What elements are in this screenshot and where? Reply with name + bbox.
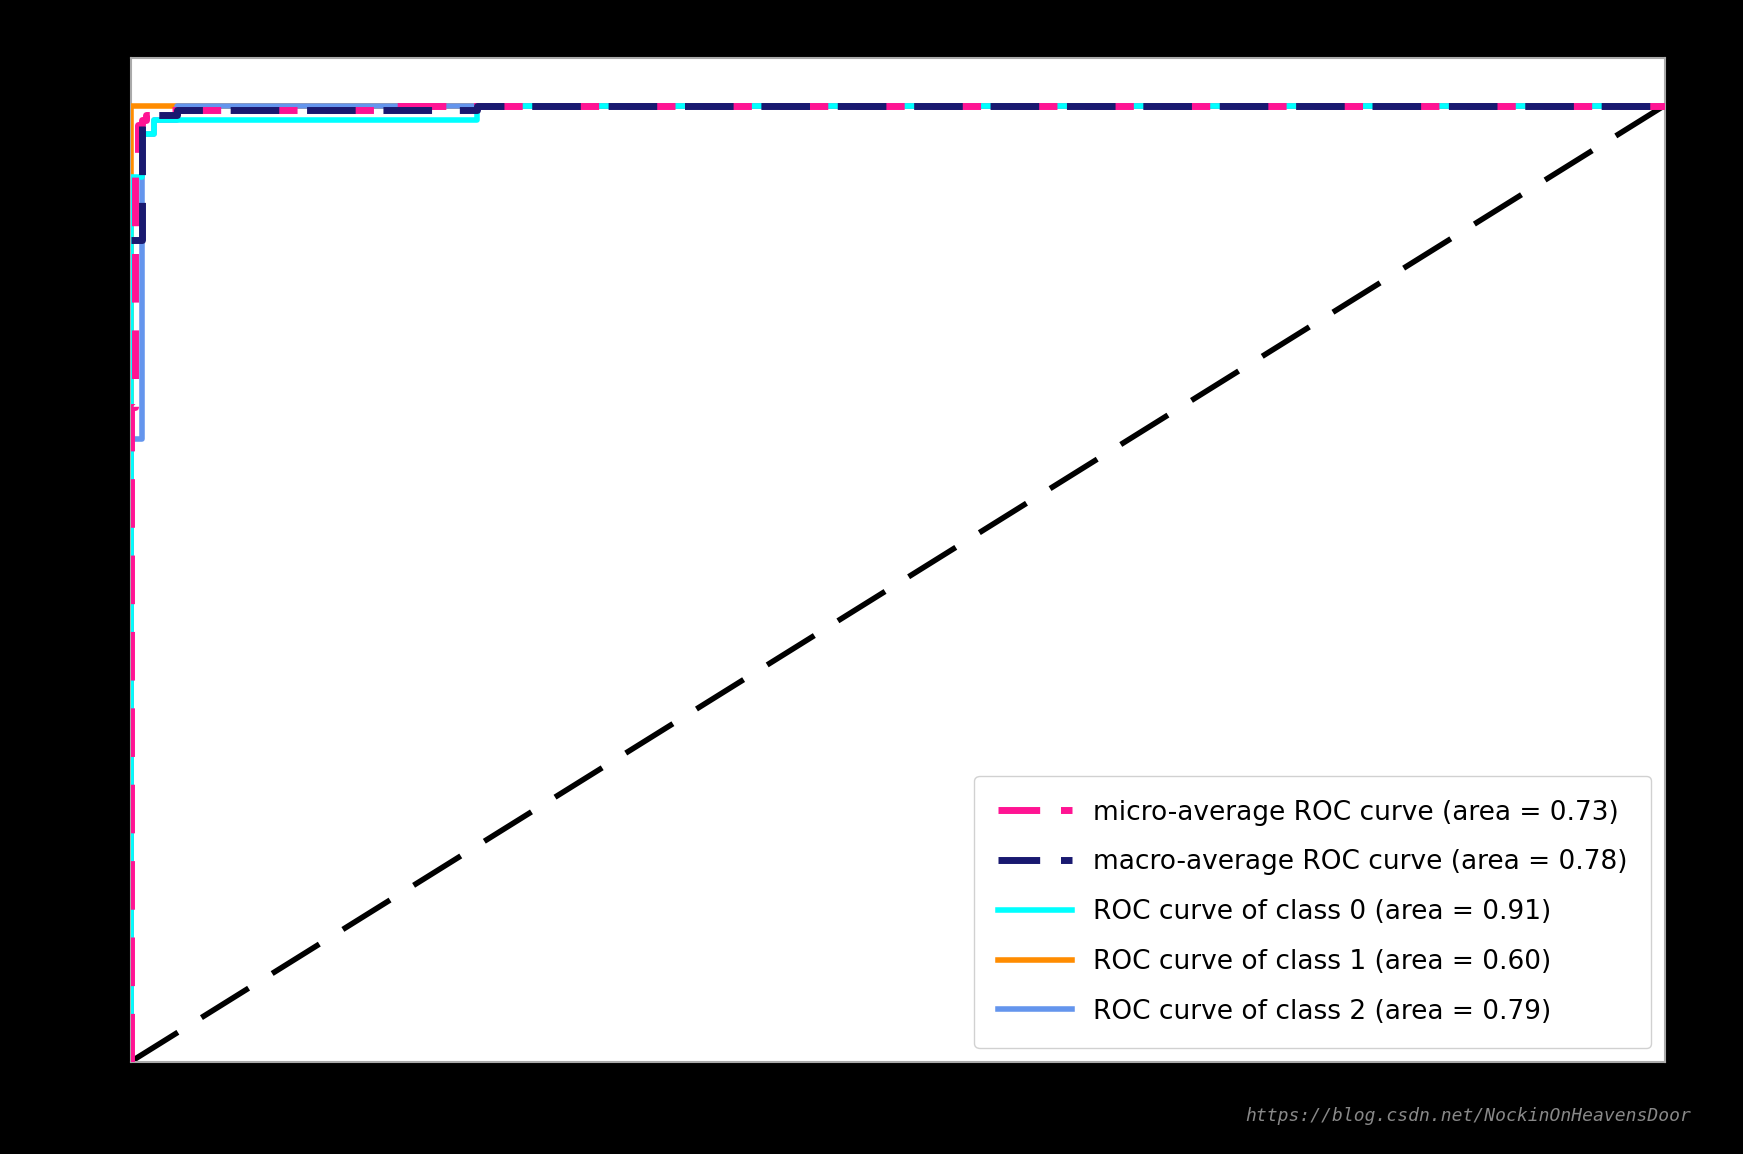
Legend: micro-average ROC curve (area = 0.73), macro-average ROC curve (area = 0.78), RO: micro-average ROC curve (area = 0.73), m…: [974, 775, 1651, 1049]
Text: https://blog.csdn.net/NockinOnHeavensDoor: https://blog.csdn.net/NockinOnHeavensDoo…: [1245, 1107, 1691, 1125]
